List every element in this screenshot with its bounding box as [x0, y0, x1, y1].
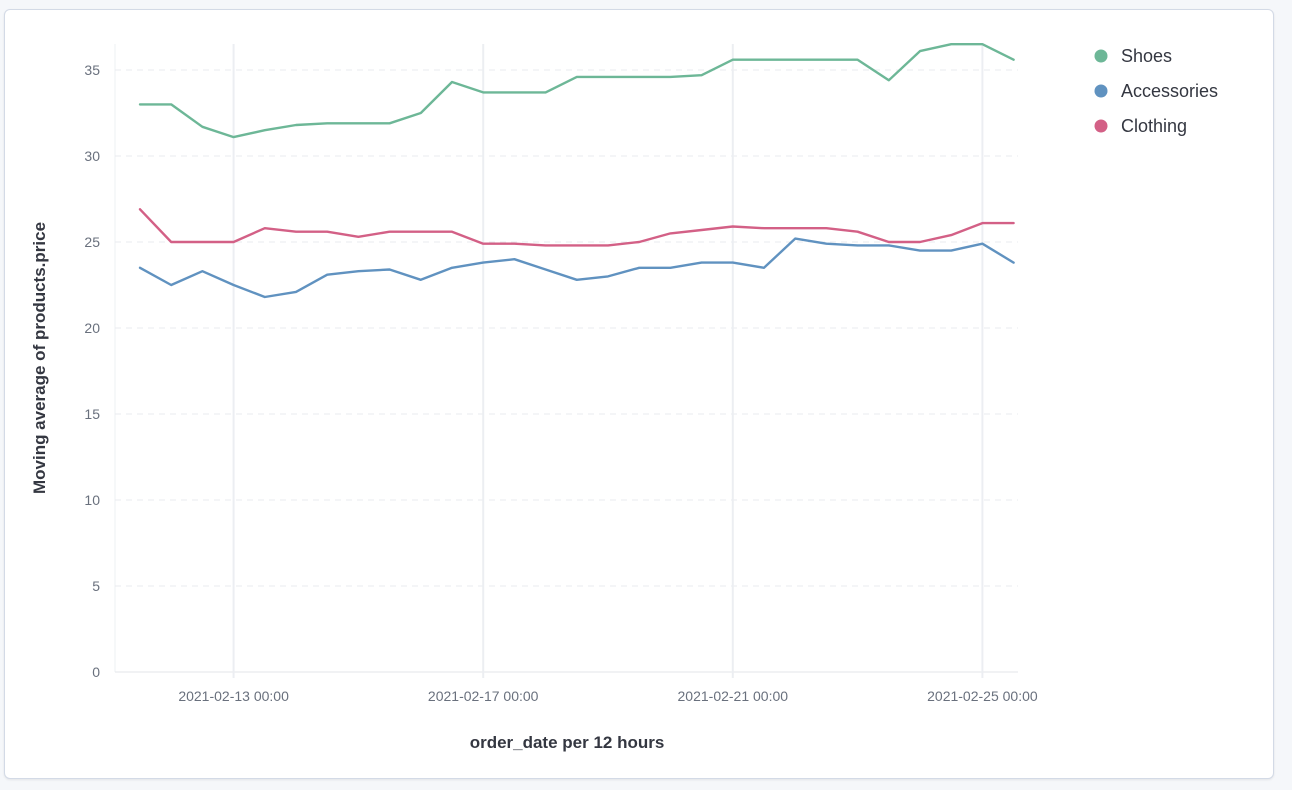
legend: Shoes Accessories Clothing [1094, 46, 1218, 136]
legend-label-clothing: Clothing [1121, 116, 1187, 136]
x-tick-label: 2021-02-25 00:00 [927, 688, 1038, 704]
y-tick-label: 25 [84, 234, 100, 250]
y-tick-label: 35 [84, 62, 100, 78]
y-axis-title: Moving average of products.price [30, 222, 49, 494]
legend-swatch-shoes [1094, 49, 1108, 63]
gridlines [114, 44, 1018, 678]
series-line-clothing [138, 208, 1015, 247]
x-tick-label: 2021-02-17 00:00 [428, 688, 539, 704]
y-tick-label: 15 [84, 406, 100, 422]
x-axis-ticks: 2021-02-13 00:00 2021-02-17 00:00 2021-02-… [178, 688, 1038, 704]
series-line-shoes [138, 43, 1015, 139]
y-tick-label: 10 [84, 492, 100, 508]
legend-swatch-accessories [1094, 84, 1108, 98]
y-tick-label: 30 [84, 148, 100, 164]
x-tick-label: 2021-02-13 00:00 [178, 688, 289, 704]
y-tick-label: 20 [84, 320, 100, 336]
y-tick-label: 5 [92, 578, 100, 594]
legend-label-accessories: Accessories [1121, 81, 1218, 101]
series-lines [138, 43, 1015, 299]
x-axis-title: order_date per 12 hours [470, 733, 665, 752]
y-tick-label: 0 [92, 664, 100, 680]
x-tick-label: 2021-02-21 00:00 [678, 688, 789, 704]
legend-label-shoes: Shoes [1121, 46, 1172, 66]
series-line-accessories [138, 237, 1015, 299]
chart-panel [4, 9, 1274, 779]
y-axis-ticks: 0 5 10 15 20 25 30 35 [84, 62, 100, 680]
legend-swatch-clothing [1094, 119, 1108, 133]
